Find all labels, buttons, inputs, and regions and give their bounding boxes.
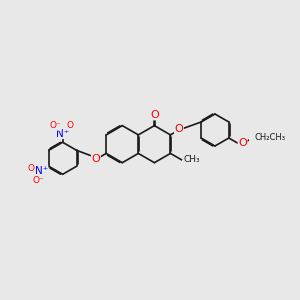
Text: O: O [27,164,34,173]
Text: N⁺: N⁺ [56,128,69,139]
Text: O: O [238,138,247,148]
Text: O: O [175,124,183,134]
Text: O: O [150,110,159,120]
Text: CH₃: CH₃ [184,155,200,164]
Text: CH₂CH₃: CH₂CH₃ [255,133,286,142]
Text: O: O [92,154,100,164]
Text: N⁺: N⁺ [34,166,48,176]
Text: O⁻: O⁻ [50,121,61,130]
Text: O⁻: O⁻ [32,176,44,185]
Text: O: O [67,121,73,130]
